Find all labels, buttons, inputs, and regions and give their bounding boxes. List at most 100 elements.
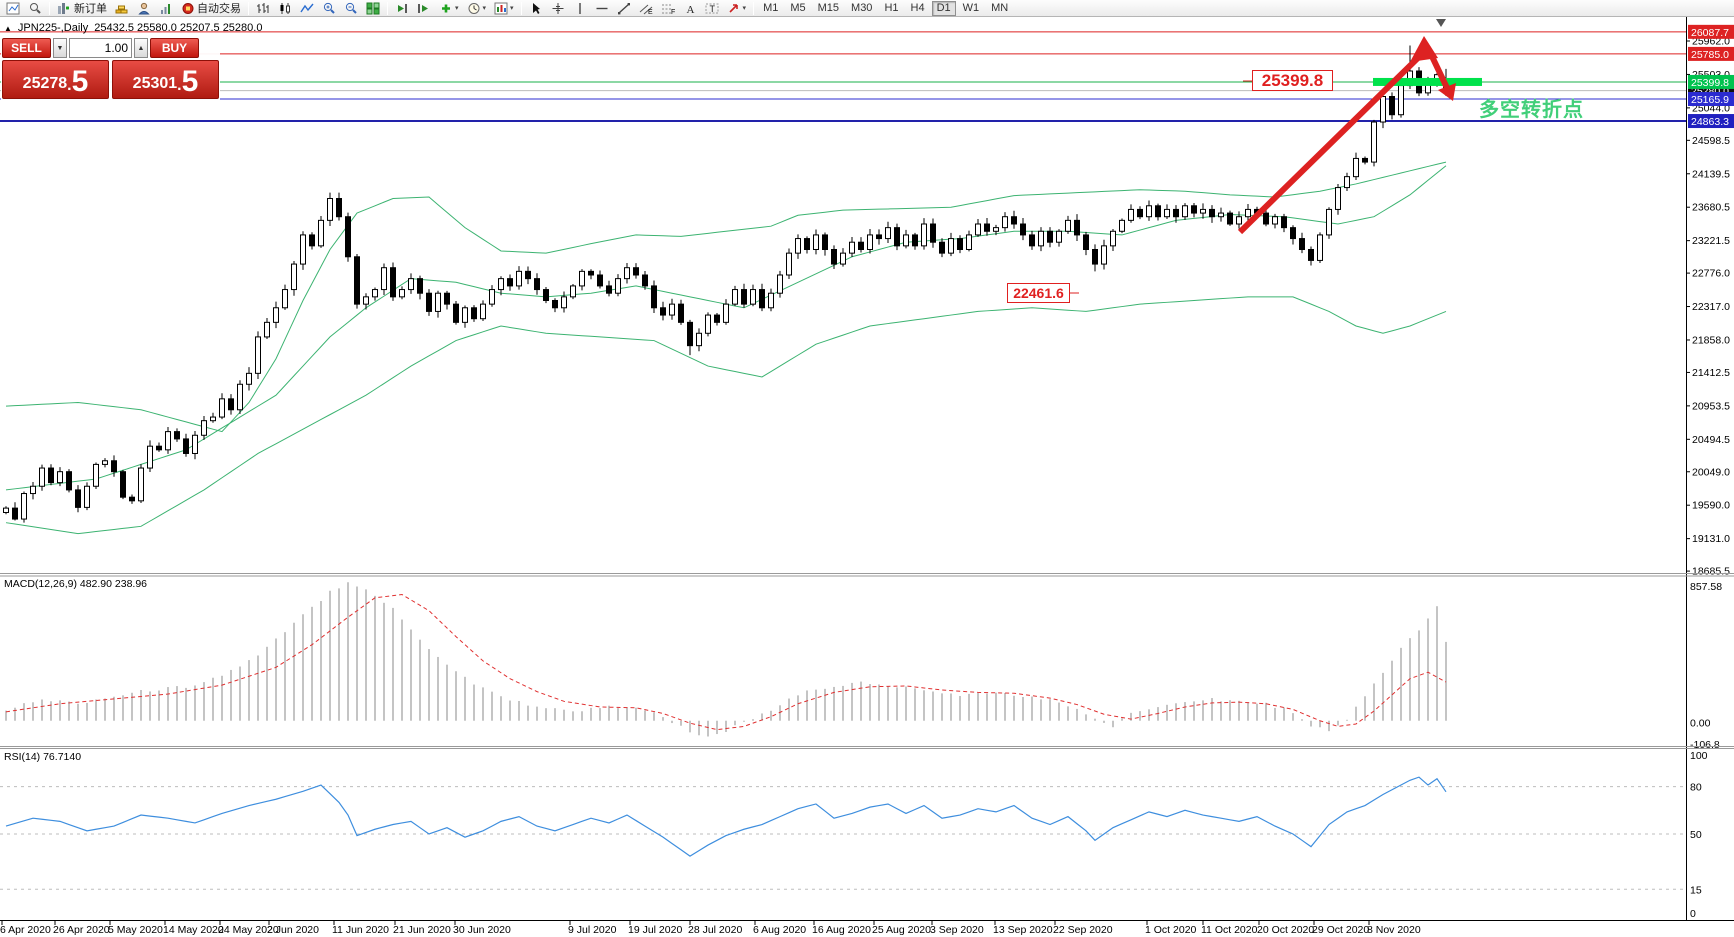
toolbar-separator — [49, 1, 50, 15]
candle-body — [642, 274, 648, 287]
red-down-arrow — [1425, 46, 1451, 92]
vertical-line-button[interactable] — [570, 1, 590, 16]
zoom-in-button[interactable] — [319, 1, 339, 16]
bollinger-lower-band — [5, 296, 1447, 535]
market-watch-button[interactable] — [112, 1, 132, 16]
autotrading-button[interactable]: 自动交易 — [178, 1, 244, 16]
candle-body — [444, 292, 450, 305]
toolbar-separator — [248, 1, 249, 15]
candle-body — [30, 485, 36, 495]
price-scale-label: 22317.0 — [1692, 301, 1730, 313]
buy-price-tile[interactable]: 25301 . 5 — [112, 60, 219, 99]
candle-body — [858, 241, 864, 250]
candle-body — [1128, 208, 1134, 221]
fibonacci-button[interactable]: F — [658, 1, 678, 16]
volume-decrease-button[interactable]: ▼ — [53, 38, 67, 58]
arrows-button[interactable]: ▾ — [724, 1, 750, 16]
buy-button[interactable]: BUY — [150, 38, 199, 58]
volume-increase-button[interactable]: ▲ — [134, 38, 148, 58]
text-a-icon: A — [683, 2, 697, 15]
candle-body — [1353, 157, 1359, 178]
candle-body — [1038, 230, 1044, 247]
dropdown-caret-icon[interactable]: ▾ — [455, 5, 459, 12]
dropdown-caret-icon[interactable]: ▾ — [742, 5, 747, 12]
zigzag-icon — [300, 2, 314, 15]
zoom-out-button[interactable] — [341, 1, 361, 16]
crosshair-icon — [551, 2, 565, 15]
crosshair-button[interactable] — [548, 1, 568, 16]
candle-body — [57, 471, 63, 484]
timeframe-button-h1[interactable]: H1 — [884, 2, 899, 14]
chart-plus-icon — [57, 2, 72, 15]
support-price-annotation[interactable]: 22461.6 — [1007, 283, 1070, 303]
resistance-price-annotation[interactable]: 25399.8 — [1252, 70, 1333, 91]
new-chart-button[interactable] — [3, 1, 23, 16]
new-order-button[interactable]: 新订单 — [54, 1, 110, 16]
candle-body — [246, 372, 252, 385]
candle-body — [1308, 248, 1314, 261]
candle-body — [723, 303, 729, 323]
sell-button[interactable]: SELL — [2, 38, 51, 58]
price-badge-label: 25165.9 — [1691, 94, 1729, 106]
periods-button[interactable]: ▾ — [464, 1, 490, 16]
timeframe-button-m5[interactable]: M5 — [790, 2, 806, 14]
timeframe-button-w1[interactable]: W1 — [962, 2, 980, 14]
chart-shift-button[interactable] — [414, 1, 434, 16]
horizontal-line-button[interactable] — [592, 1, 612, 16]
templates-button[interactable]: ▾ — [491, 1, 517, 16]
auto-scroll-button[interactable] — [392, 1, 412, 16]
sell-price-tile[interactable]: 25278 . 5 — [2, 60, 109, 99]
candle-body — [921, 223, 927, 247]
red-up-arrow — [1237, 49, 1427, 235]
timeframe-button-m30[interactable]: M30 — [851, 2, 873, 14]
candle-body — [795, 238, 801, 254]
price-badge-label: 24863.3 — [1691, 116, 1729, 128]
candle-body — [1173, 208, 1179, 218]
candle-body — [1020, 223, 1026, 236]
candle-body — [1344, 176, 1350, 189]
dropdown-caret-icon[interactable]: ▾ — [482, 5, 487, 12]
date-label: 20 Oct 2020 — [1257, 924, 1314, 936]
candle-body — [84, 485, 90, 508]
data-window-button[interactable] — [134, 1, 154, 16]
timeframe-button-m15[interactable]: M15 — [817, 2, 840, 14]
text-button[interactable]: A — [680, 1, 700, 16]
cursor-button[interactable] — [526, 1, 546, 16]
price-scale-label: 22776.0 — [1692, 268, 1730, 280]
candle-body — [660, 307, 666, 316]
plus-green-icon — [439, 2, 453, 15]
equidistant-channel-button[interactable]: E — [636, 1, 656, 16]
candle-body — [984, 223, 990, 232]
collapse-marker-icon[interactable]: ▲ — [4, 24, 12, 33]
svg-text:E: E — [648, 9, 653, 15]
date-label: 5 May 2020 — [108, 924, 163, 936]
timeframe-button-mn[interactable]: MN — [991, 2, 1009, 14]
volume-input[interactable] — [69, 38, 132, 58]
timeframe-button-m1[interactable]: M1 — [763, 2, 779, 14]
candle-body — [759, 289, 765, 309]
tile-windows-button[interactable] — [363, 1, 383, 16]
candle-body — [957, 238, 963, 250]
trendline-button[interactable] — [614, 1, 634, 16]
candlestick-chart-button[interactable] — [275, 1, 295, 16]
turning-point-annotation[interactable]: 多空转折点 — [1479, 99, 1584, 121]
candle-body — [453, 303, 459, 323]
timeframe-button-h4[interactable]: H4 — [910, 2, 925, 14]
line-chart-button[interactable] — [297, 1, 317, 16]
ohlc-values: 25432.5 25580.0 25207.5 25280.0 — [94, 22, 263, 34]
dropdown-caret-icon[interactable]: ▾ — [510, 5, 514, 12]
label-button[interactable]: T — [702, 1, 722, 16]
price-scale-label: 24598.5 — [1692, 135, 1730, 147]
sell-price-int: 25278 — [22, 75, 68, 92]
profile-search-button[interactable] — [25, 1, 45, 16]
bar-chart-button[interactable] — [253, 1, 273, 16]
candle-body — [399, 289, 405, 298]
trade-controls-row: SELL ▼ ▲ BUY — [2, 38, 219, 58]
date-label: 14 May 2020 — [163, 924, 224, 936]
indicators-button[interactable]: ▾ — [436, 1, 462, 16]
navigator-button[interactable] — [156, 1, 176, 16]
timeframe-button-d1[interactable]: D1 — [931, 0, 956, 16]
price-badge — [1688, 46, 1734, 61]
candle-body — [336, 198, 342, 218]
